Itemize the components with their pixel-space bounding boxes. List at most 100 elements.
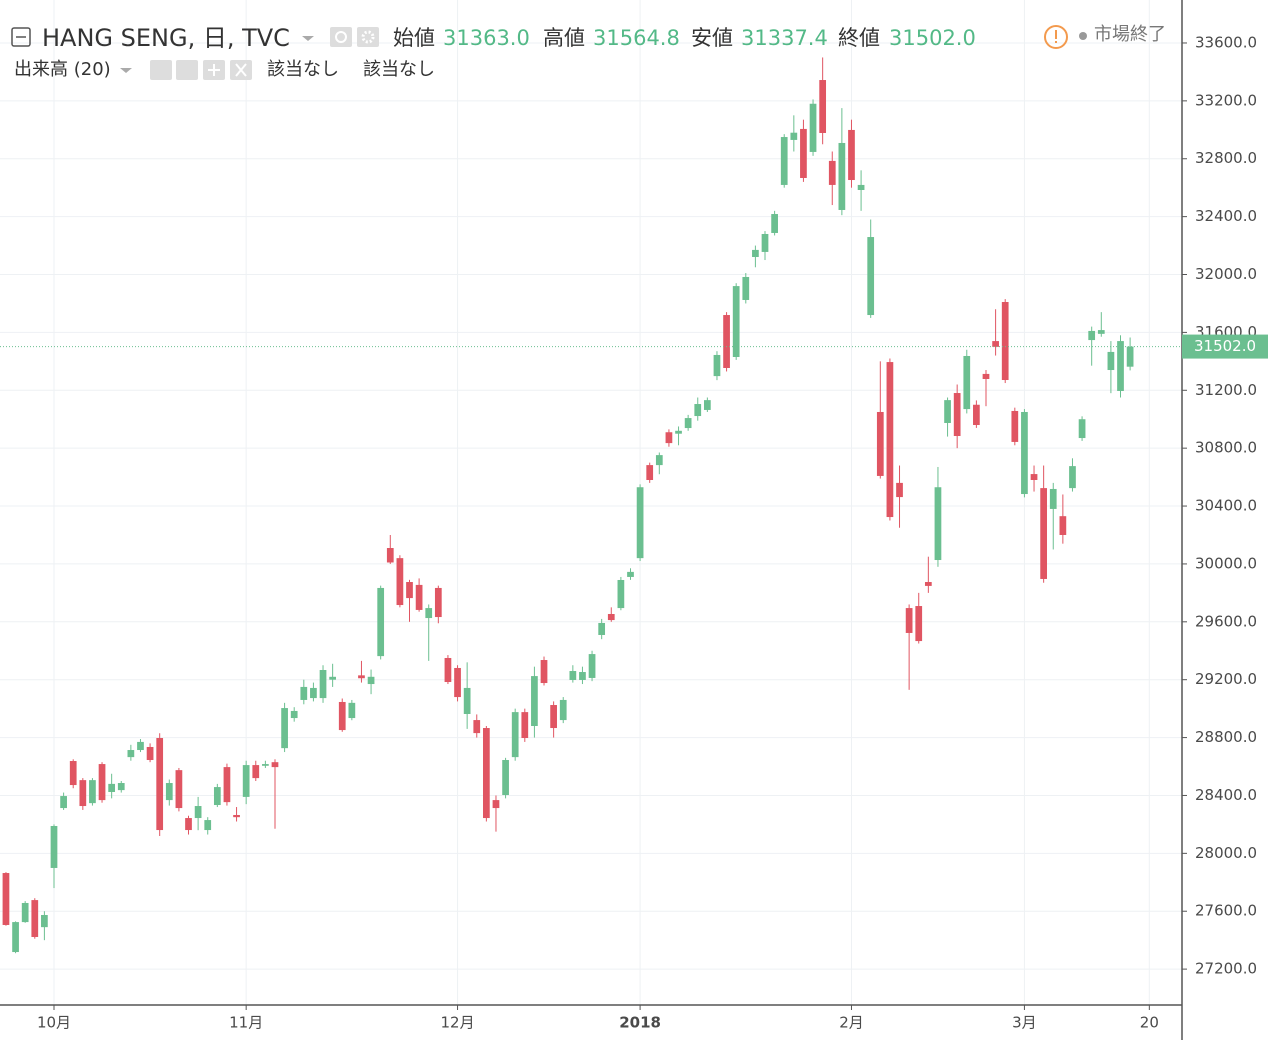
candle-body [348, 702, 356, 719]
candle-body [358, 675, 365, 679]
candle-body [982, 373, 990, 379]
x-tick-label: 2018 [619, 1014, 661, 1032]
alert-icon-bar [1055, 30, 1057, 39]
candle-body [60, 796, 67, 809]
candle-body [1059, 516, 1067, 535]
candle-body [137, 741, 144, 751]
candle-body [848, 129, 855, 181]
candle-body [607, 613, 615, 621]
candle-body [1030, 474, 1038, 480]
x-tick-label: 2月 [839, 1014, 864, 1032]
candle-body [79, 780, 87, 807]
candle-body [300, 686, 308, 700]
candle-body [1011, 410, 1019, 442]
y-tick-label: 27200.0 [1195, 960, 1257, 978]
y-tick-label: 28400.0 [1195, 786, 1257, 804]
candle-body [963, 355, 971, 410]
candle-body [262, 764, 269, 766]
candle-body [281, 708, 288, 749]
candles [0, 57, 1182, 954]
ohlc-legend: 始値 31363.0 高値 31564.8 安値 31337.4 終値 31502.0 [393, 26, 976, 50]
x-tick-label: 10月 [37, 1014, 71, 1032]
dropdown-arrow[interactable] [302, 36, 314, 41]
candle-body [598, 622, 606, 635]
candle-body [69, 761, 77, 786]
candle-body [223, 767, 231, 803]
y-tick-label: 27600.0 [1195, 902, 1257, 920]
close-icon-glyph [235, 63, 247, 77]
candle-body [924, 582, 932, 586]
y-tick-label: 33600.0 [1195, 33, 1257, 51]
candle-body [857, 184, 865, 191]
candle-body [934, 487, 942, 561]
y-tick-label: 30800.0 [1195, 439, 1257, 457]
candle-body [213, 787, 221, 806]
y-tick-label: 28000.0 [1195, 844, 1257, 862]
axes: 27200.0 27600.0 28000.0 28400.0 28800.0 29200… [37, 33, 1268, 1032]
candle-body [185, 818, 192, 831]
candle-body [655, 455, 663, 466]
candle-body [21, 902, 29, 923]
candle-body [434, 587, 442, 618]
last-price-tag [1182, 334, 1268, 359]
candle-body [1117, 341, 1124, 392]
chart-title: HANG SENG, 日, TVC [42, 24, 290, 52]
candle-body [41, 914, 48, 928]
candle-body [406, 582, 413, 599]
collapse-icon[interactable] [11, 27, 31, 47]
y-tick-label: 30000.0 [1195, 554, 1257, 572]
candle-body [98, 764, 106, 801]
candle-body [31, 900, 39, 937]
candle-body [1040, 488, 1048, 579]
eye-icon[interactable] [330, 27, 352, 47]
status-dot [1079, 32, 1087, 40]
candle-body [684, 418, 692, 429]
candle-body [790, 132, 798, 140]
candle-body [338, 701, 346, 731]
y-tick-label: 29200.0 [1195, 670, 1257, 688]
candle-body [310, 687, 317, 699]
y-tick-label: 28800.0 [1195, 728, 1257, 746]
candle-body [252, 765, 260, 779]
candle-body [425, 608, 433, 619]
candle-body [1021, 411, 1028, 495]
x-tick-label: 20 [1140, 1014, 1159, 1032]
candle-body [944, 400, 951, 423]
settings-icon[interactable] [357, 27, 379, 47]
ohlc-name: 終値 [838, 26, 880, 50]
alert-icon[interactable] [1044, 25, 1068, 49]
ohlc-name: 安値 [691, 26, 733, 50]
candle-body [588, 654, 596, 678]
candle-body [2, 873, 10, 925]
candle-body [973, 404, 980, 426]
y-tick-label: 31200.0 [1195, 381, 1257, 399]
y-tick-label: 33200.0 [1195, 91, 1257, 109]
header: HANG SENG, 日, TVC 始値 31363.0 高値 31564.8 安値 31… [11, 24, 1166, 80]
volume-value: 該当なし [267, 59, 339, 80]
candle-body [646, 465, 654, 480]
candle-body [204, 820, 212, 831]
candle-body [617, 579, 625, 609]
candle-body [703, 400, 711, 410]
settings-icon-glyph [361, 30, 375, 44]
candle-body [1049, 488, 1057, 509]
candle-body [1001, 302, 1009, 381]
volume-label: 出来高 (20) [14, 59, 111, 80]
candle-body [329, 676, 336, 680]
candle-body [992, 341, 999, 347]
ohlc-value: 31502.0 [889, 26, 976, 50]
candle-body [463, 687, 471, 714]
candle-body [1107, 351, 1115, 371]
candle-body [521, 712, 529, 739]
candle-body [559, 699, 567, 721]
ohlc-value: 31363.0 [443, 26, 530, 50]
grid [0, 0, 1182, 1005]
candle-body [771, 214, 778, 233]
eye-icon[interactable] [150, 60, 172, 80]
candle-body [1078, 419, 1086, 439]
dropdown-arrow[interactable] [120, 68, 132, 73]
settings-icon[interactable] [176, 60, 198, 80]
candle-body [915, 606, 923, 642]
candle-body [175, 770, 183, 809]
